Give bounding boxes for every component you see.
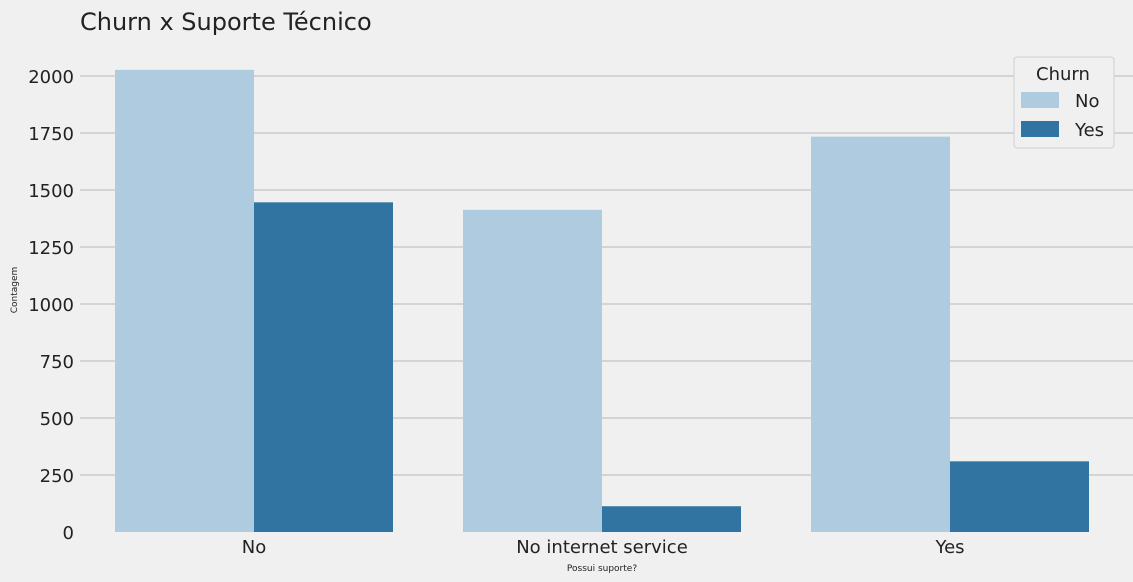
legend-label-no: No bbox=[1075, 91, 1099, 112]
y-tick-label: 1750 bbox=[28, 124, 74, 145]
y-tick-label: 500 bbox=[40, 409, 74, 430]
legend-label-yes: Yes bbox=[1074, 120, 1104, 141]
bar-no-1 bbox=[463, 209, 602, 532]
bar-yes-0 bbox=[254, 202, 393, 532]
x-tick-label: No bbox=[242, 537, 266, 558]
y-tick-label: 1000 bbox=[28, 295, 74, 316]
y-tick-label: 2000 bbox=[28, 67, 74, 88]
bar-yes-2 bbox=[950, 461, 1089, 532]
y-axis-label: Contagem bbox=[10, 267, 20, 314]
y-tick-label: 0 bbox=[63, 523, 74, 544]
y-tick-label: 1500 bbox=[28, 181, 74, 202]
y-tick-label: 750 bbox=[40, 352, 74, 373]
x-axis-label: Possui suporte? bbox=[567, 564, 637, 574]
bar-no-2 bbox=[811, 136, 950, 532]
x-tick-label: No internet service bbox=[516, 537, 688, 558]
y-tick-labels: 0 250 500 750 1000 1250 1500 1750 2000 bbox=[28, 67, 74, 544]
x-tick-labels: No No internet service Yes bbox=[242, 537, 965, 558]
legend-swatch-yes bbox=[1021, 121, 1059, 137]
bar-yes-1 bbox=[602, 506, 741, 532]
legend-swatch-no bbox=[1021, 92, 1059, 108]
x-tick-label: Yes bbox=[934, 537, 964, 558]
bars bbox=[115, 69, 1089, 533]
legend-title: Churn bbox=[1036, 64, 1090, 85]
y-tick-label: 1250 bbox=[28, 238, 74, 259]
bar-no-0 bbox=[115, 69, 254, 533]
chart-title: Churn x Suporte Técnico bbox=[80, 8, 372, 36]
y-tick-label: 250 bbox=[40, 466, 74, 487]
legend: Churn No Yes bbox=[1013, 56, 1115, 149]
